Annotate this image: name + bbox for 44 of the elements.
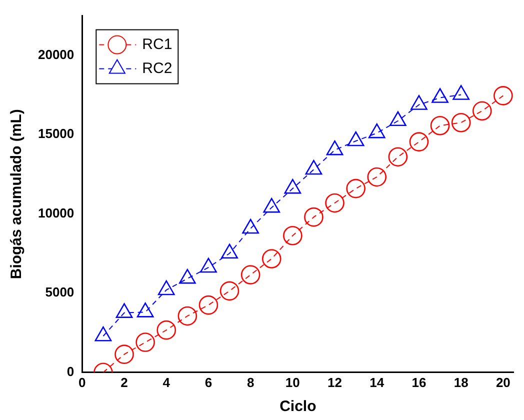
y-tick-label: 10000 bbox=[38, 205, 74, 220]
x-axis-title: Ciclo bbox=[280, 398, 316, 416]
x-tick-label: 10 bbox=[285, 374, 300, 390]
x-tick-label: 0 bbox=[78, 374, 86, 390]
y-tick-label: 20000 bbox=[38, 47, 74, 62]
point bbox=[178, 306, 198, 326]
x-tick-label: 8 bbox=[246, 374, 254, 390]
point bbox=[305, 160, 322, 175]
point bbox=[432, 88, 448, 103]
point bbox=[325, 193, 344, 213]
point bbox=[198, 295, 218, 315]
x-tick-label: 18 bbox=[454, 374, 468, 390]
x-tick-label: 12 bbox=[328, 374, 342, 390]
point bbox=[114, 344, 134, 364]
point bbox=[326, 140, 344, 156]
y-axis-title: Biogás acumulado (mL) bbox=[8, 109, 26, 280]
x-tick-label: 6 bbox=[204, 374, 212, 390]
point bbox=[368, 123, 386, 138]
point bbox=[410, 95, 428, 110]
point bbox=[304, 207, 324, 227]
point bbox=[156, 320, 176, 340]
point bbox=[242, 218, 260, 234]
point bbox=[389, 111, 406, 126]
point bbox=[220, 281, 240, 301]
point bbox=[240, 265, 260, 284]
y-tick-label: 0 bbox=[66, 364, 74, 379]
x-tick-label: 4 bbox=[162, 374, 171, 390]
x-tick-label: 20 bbox=[496, 374, 510, 390]
y-tick-label: 5000 bbox=[45, 284, 74, 300]
point bbox=[347, 131, 364, 146]
x-tick-label: 16 bbox=[412, 374, 426, 390]
point bbox=[452, 85, 470, 100]
legend-label: RC2 bbox=[142, 60, 172, 77]
point bbox=[283, 226, 302, 246]
point bbox=[346, 178, 366, 198]
point bbox=[136, 332, 155, 352]
point bbox=[263, 198, 280, 213]
point bbox=[262, 249, 282, 268]
point bbox=[284, 178, 302, 194]
x-tick-label: 2 bbox=[120, 374, 128, 390]
y-tick-label: 15000 bbox=[38, 126, 74, 142]
legend-label: RC1 bbox=[142, 36, 172, 53]
x-tick-label: 14 bbox=[370, 374, 385, 390]
point bbox=[221, 244, 238, 259]
